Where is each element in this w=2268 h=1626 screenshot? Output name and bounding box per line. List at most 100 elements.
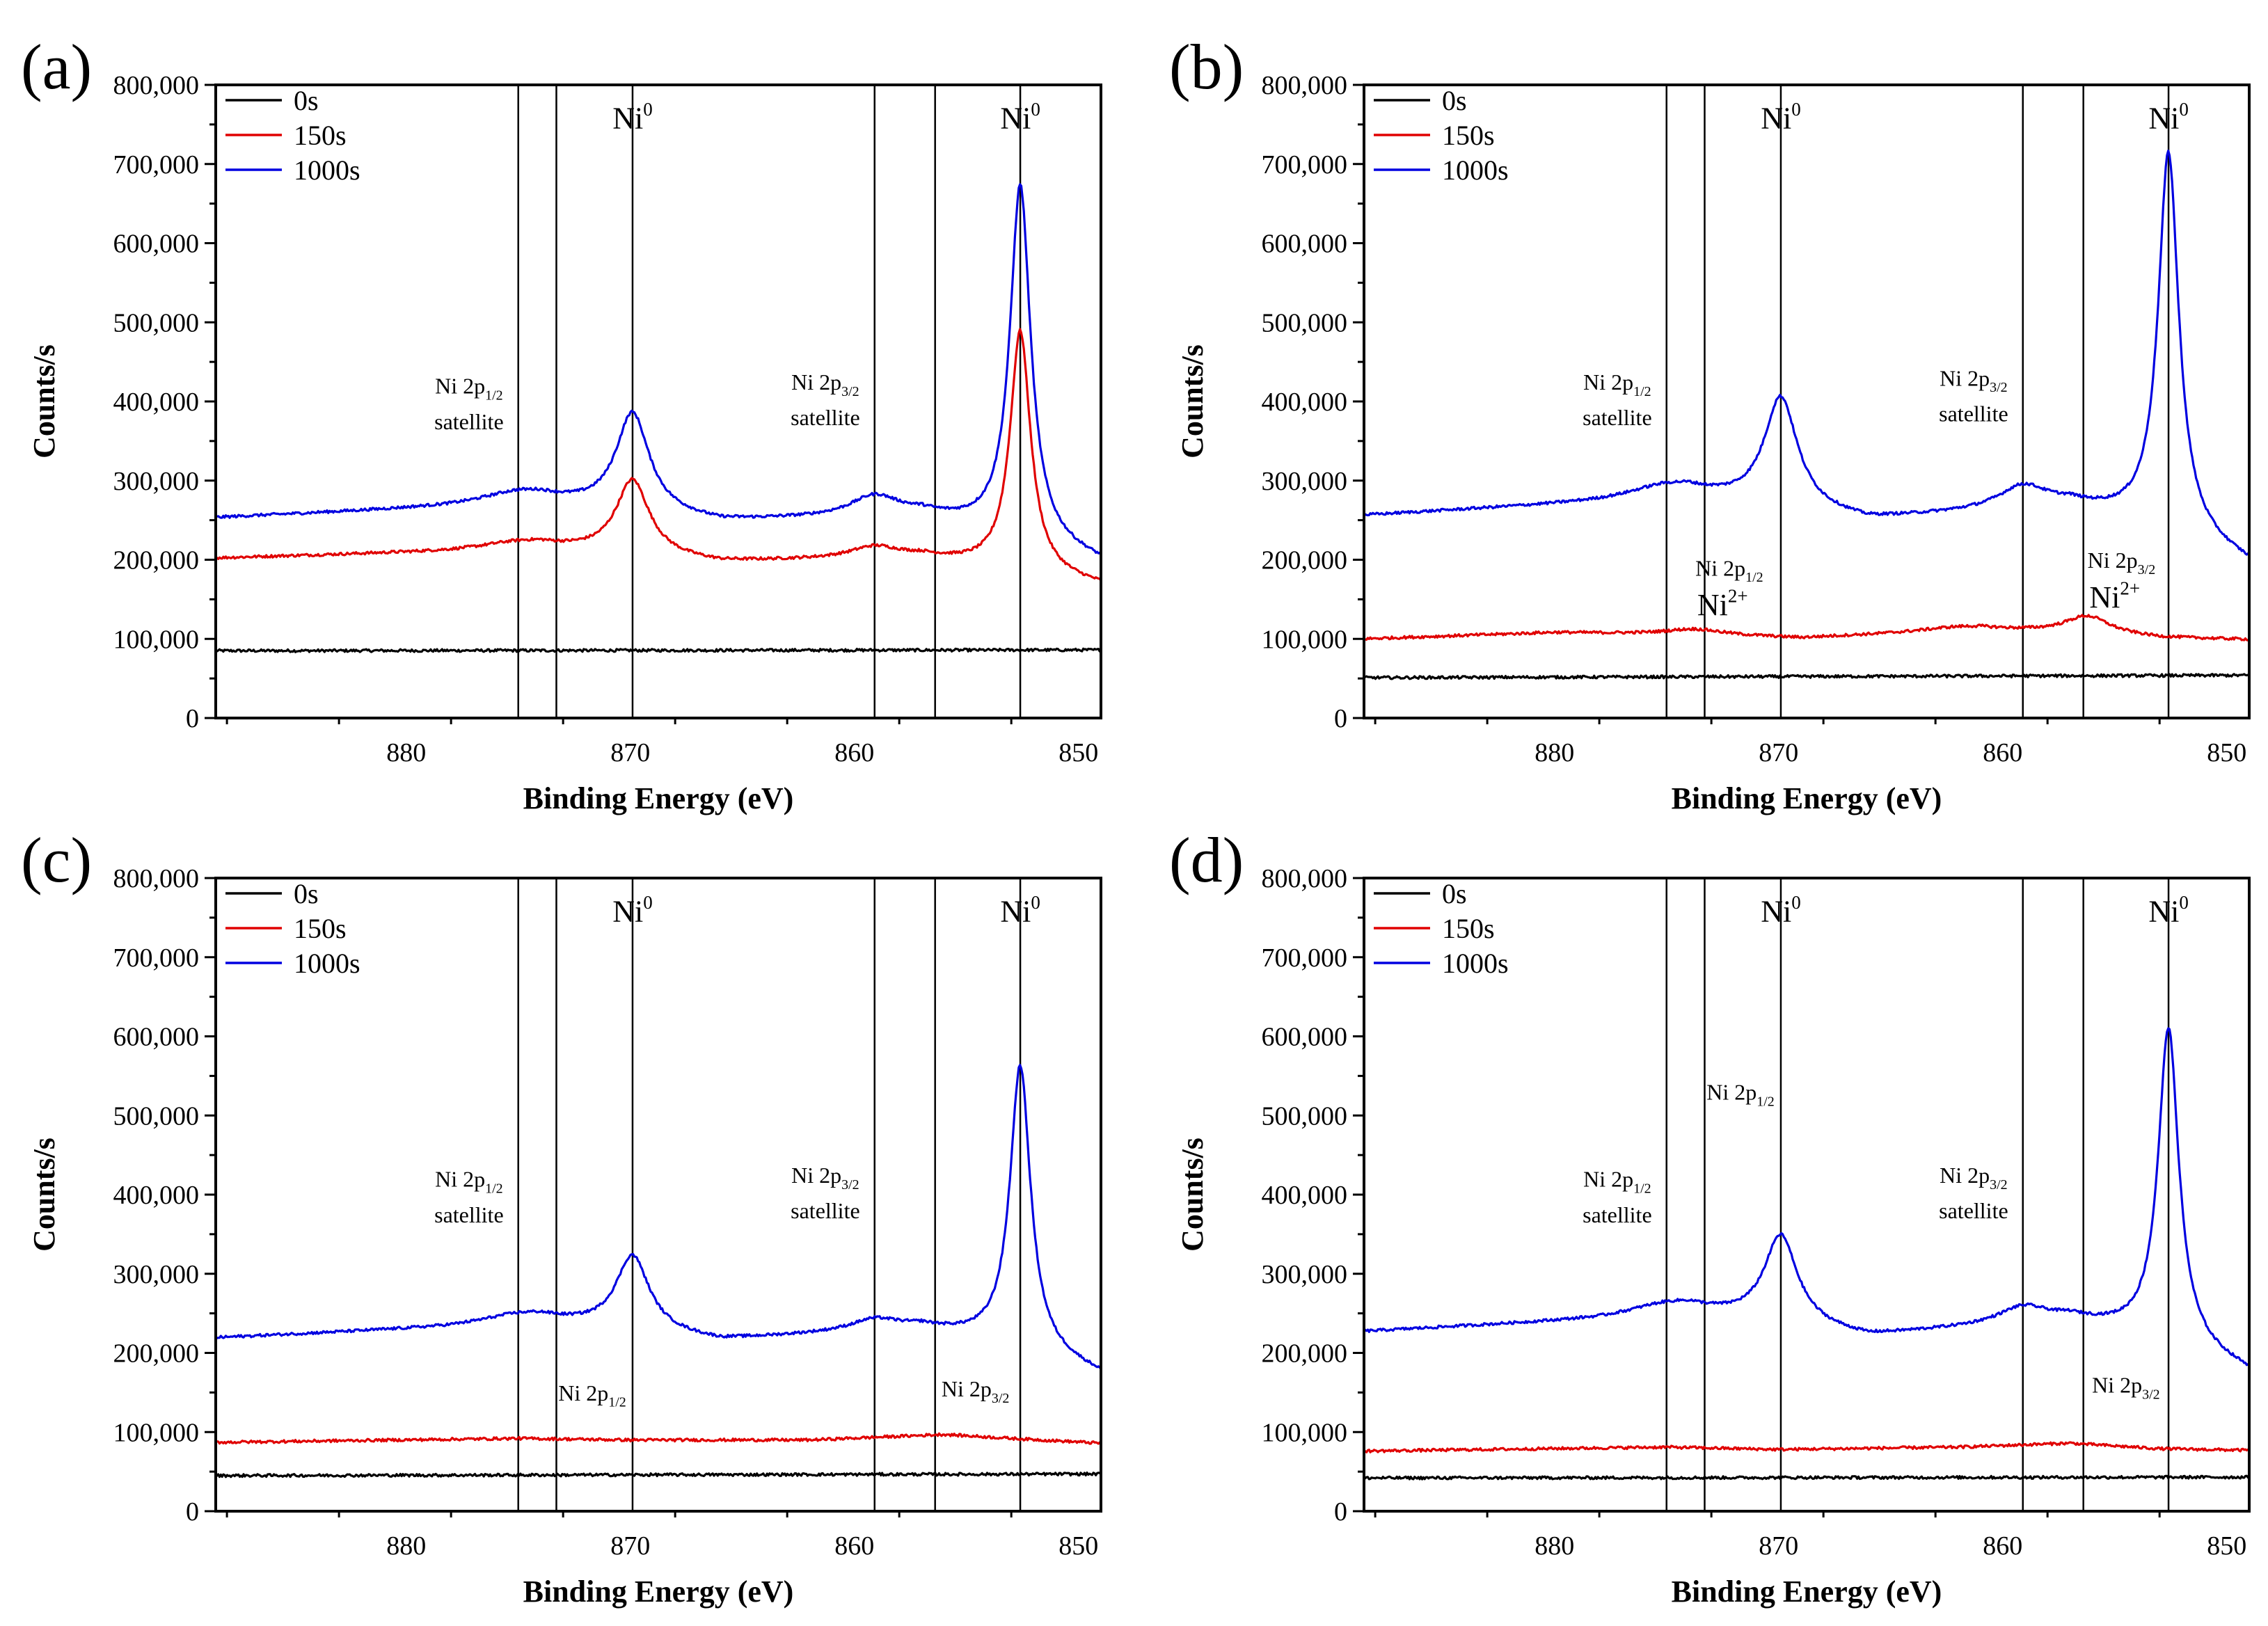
- x-tick-label: 880: [1535, 738, 1574, 767]
- subscript: 1/2: [1745, 570, 1763, 585]
- y-tick-label: 0: [186, 1497, 199, 1527]
- superscript: 0: [1791, 892, 1801, 913]
- annotation-text: satellite: [791, 1198, 860, 1223]
- annotation-text: satellite: [434, 1202, 504, 1227]
- annotation-text: satellite: [1583, 1202, 1652, 1227]
- y-tick-label: 100,000: [1262, 1418, 1348, 1447]
- panel-label: (c): [21, 824, 92, 895]
- y-tick-label: 600,000: [113, 1023, 200, 1052]
- peak-label: Ni0: [1761, 99, 1801, 135]
- x-tick-label: 860: [834, 1531, 874, 1561]
- annotation-text: Ni: [2148, 895, 2179, 929]
- annotation-text: Ni: [1000, 895, 1031, 929]
- superscript: 0: [2179, 99, 2189, 120]
- y-tick-label: 800,000: [113, 864, 200, 893]
- annotation-text: Ni: [2148, 102, 2179, 136]
- y-tick-label: 800,000: [1262, 71, 1348, 100]
- y-tick-label: 600,000: [113, 230, 200, 259]
- legend-label-0s: 0s: [294, 85, 319, 116]
- x-tick-label: 870: [610, 738, 650, 767]
- annotation-text: Ni 2p: [1583, 369, 1633, 394]
- legend-label-150s: 150s: [294, 913, 347, 944]
- annotation-text: Ni 2p: [1940, 365, 1990, 390]
- annotation-label: Ni 2p3/2: [942, 1376, 1010, 1406]
- annotation-label: Ni 2p3/2: [791, 369, 859, 399]
- subscript: 3/2: [841, 1177, 859, 1193]
- subscript: 3/2: [2138, 562, 2156, 577]
- y-tick-label: 500,000: [1262, 1101, 1348, 1131]
- annotation-label: Ni 2p3/2: [791, 1163, 859, 1193]
- annotation-label: Ni 2p3/2: [1940, 365, 2008, 395]
- x-tick-label: 870: [1759, 738, 1798, 767]
- annotation-text: satellite: [1939, 401, 2008, 426]
- annotation-text: satellite: [1583, 405, 1652, 430]
- y-tick-label: 0: [1334, 704, 1347, 733]
- y-tick-label: 0: [1334, 1497, 1347, 1527]
- annotation-text: Ni 2p: [1940, 1163, 1990, 1188]
- y-tick-label: 300,000: [1262, 1260, 1348, 1289]
- annotation-text: Ni 2p: [942, 1376, 992, 1401]
- annotation-text: Ni 2p: [435, 374, 485, 399]
- peak-label: Ni2+: [2089, 577, 2140, 614]
- peak-label: Ni0: [1761, 892, 1801, 928]
- series-line-150s: [215, 1432, 1101, 1445]
- superscript: 0: [1791, 99, 1801, 120]
- legend-label-150s: 150s: [294, 120, 347, 151]
- y-tick-label: 100,000: [113, 1418, 200, 1447]
- annotation-text: Ni: [2089, 580, 2120, 614]
- y-tick-label: 400,000: [113, 1181, 200, 1210]
- legend-label-150s: 150s: [1442, 913, 1495, 944]
- annotation-label: Ni 2p1/2: [1695, 555, 1763, 585]
- y-tick-label: 300,000: [113, 467, 200, 496]
- y-tick-label: 700,000: [113, 150, 200, 180]
- y-tick-label: 300,000: [1262, 467, 1348, 496]
- annotation-text: Ni 2p: [1695, 555, 1745, 580]
- annotation-label: Ni 2p3/2: [2088, 548, 2156, 577]
- y-axis-title: Counts/s: [1175, 344, 1210, 459]
- series-line-1000s: [1363, 1027, 2251, 1367]
- y-tick-label: 400,000: [1262, 388, 1348, 417]
- y-tick-label: 800,000: [1262, 864, 1348, 893]
- series-line-1000s: [1363, 150, 2251, 556]
- x-tick-label: 880: [386, 1531, 426, 1561]
- annotation-text: Ni: [1761, 102, 1791, 136]
- panel-label: (b): [1169, 31, 1244, 102]
- x-tick-label: 850: [2207, 738, 2246, 767]
- x-axis-title: Binding Energy (eV): [523, 781, 794, 815]
- x-tick-label: 870: [1759, 1531, 1798, 1561]
- series-line-150s: [1363, 1441, 2251, 1453]
- annotation-label: satellite: [791, 1198, 860, 1223]
- subscript: 3/2: [1990, 1177, 2008, 1193]
- annotation-text: satellite: [1939, 1198, 2008, 1223]
- panel-label: (a): [21, 31, 92, 102]
- y-tick-label: 200,000: [113, 1339, 200, 1369]
- y-axis-title: Counts/s: [27, 344, 61, 459]
- x-axis-title: Binding Energy (eV): [1672, 1575, 1942, 1609]
- superscript: 2+: [1728, 586, 1748, 607]
- superscript: 0: [643, 892, 653, 913]
- subscript: 3/2: [992, 1391, 1010, 1406]
- panel-a: (a) 0 100,000 200,000 300,000 400,000 500,000 6…: [21, 31, 1102, 815]
- legend-label-1000s: 1000s: [1442, 154, 1509, 186]
- subscript: 1/2: [485, 388, 503, 404]
- annotation-text: Ni 2p: [791, 369, 841, 394]
- annotation-text: Ni 2p: [1583, 1167, 1633, 1192]
- annotation-text: satellite: [791, 405, 860, 430]
- panel-b: (b) 0 100,000 200,000 300,000 400,000 500,000 6…: [1169, 31, 2251, 815]
- y-tick-label: 500,000: [113, 308, 200, 337]
- y-tick-label: 600,000: [1262, 230, 1348, 259]
- y-tick-label: 800,000: [113, 71, 200, 100]
- subscript: 3/2: [2142, 1387, 2160, 1402]
- annotation-text: satellite: [434, 409, 504, 434]
- peak-label: Ni0: [612, 892, 653, 928]
- annotation-label: satellite: [1583, 1202, 1652, 1227]
- legend-label-150s: 150s: [1442, 120, 1495, 151]
- x-tick-label: 860: [1983, 1531, 2022, 1561]
- panel-d: (d) 0 100,000 200,000 300,000 400,000 500,000 6…: [1169, 824, 2251, 1609]
- x-tick-label: 850: [1058, 738, 1098, 767]
- legend-label-1000s: 1000s: [294, 154, 360, 186]
- annotation-label: satellite: [1939, 401, 2008, 426]
- annotation-label: Ni 2p1/2: [558, 1380, 626, 1410]
